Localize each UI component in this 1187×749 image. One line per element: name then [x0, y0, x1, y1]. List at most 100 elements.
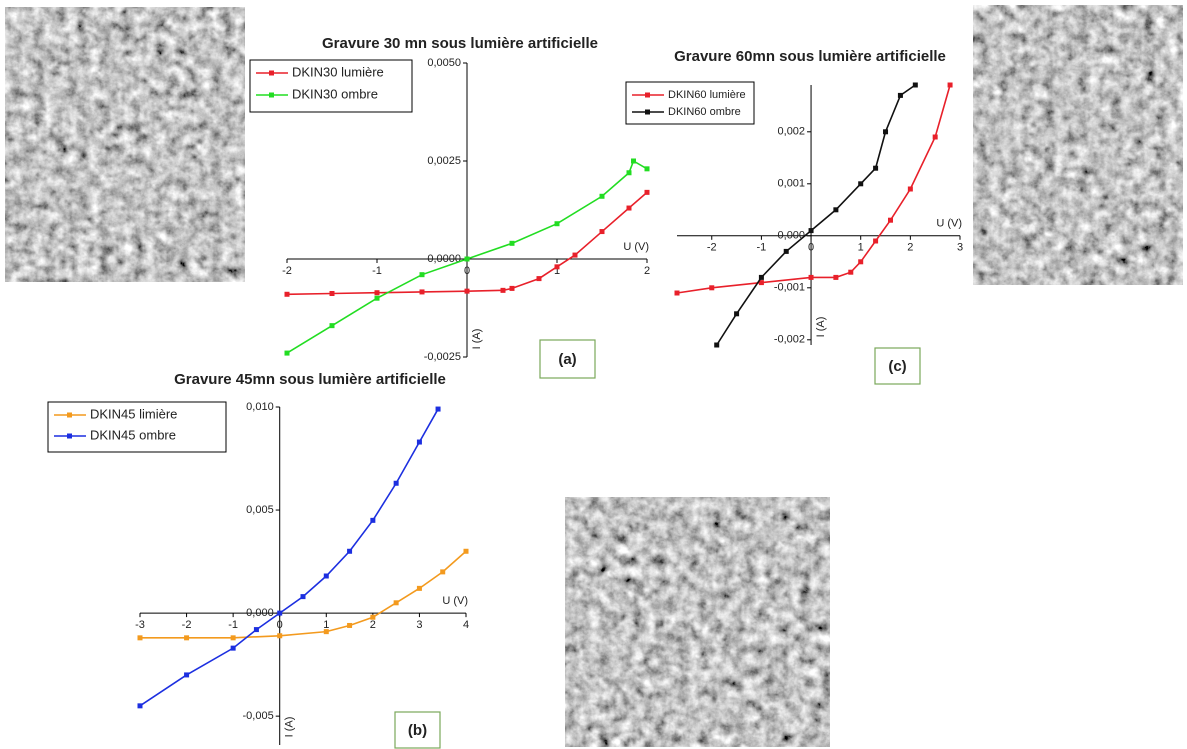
- y-tick-label: 0,0000: [427, 253, 461, 265]
- data-point: [912, 82, 918, 88]
- legend-box: [47, 401, 227, 453]
- data-point: [284, 291, 290, 297]
- data-point: [897, 92, 903, 98]
- data-point: [509, 285, 515, 291]
- x-axis-label: U (V): [442, 595, 468, 607]
- data-point: [347, 548, 353, 554]
- y-tick-label: 0,001: [778, 178, 806, 190]
- data-point: [374, 290, 380, 296]
- data-point: [277, 610, 283, 616]
- y-tick-label: 0,0050: [427, 57, 461, 69]
- y-tick-label: -0,0025: [424, 351, 461, 363]
- data-point: [858, 181, 864, 187]
- legend-label: DKIN60 ombre: [668, 106, 741, 118]
- data-point: [626, 205, 632, 211]
- legend-box: [625, 81, 755, 125]
- data-point: [848, 269, 854, 275]
- data-point: [323, 573, 329, 579]
- data-point: [808, 274, 814, 280]
- series-line: [139, 408, 439, 707]
- y-axis-label: I (A): [815, 317, 827, 338]
- y-tick-label: 0,005: [246, 504, 274, 516]
- x-tick-label: 0: [464, 265, 470, 277]
- data-point: [500, 287, 506, 293]
- data-point: [858, 259, 864, 265]
- data-point: [536, 276, 542, 282]
- x-axis-label: U (V): [623, 241, 649, 253]
- data-point: [464, 288, 470, 294]
- panel-box: [874, 347, 921, 385]
- data-point: [674, 290, 680, 296]
- data-point: [644, 189, 650, 195]
- data-point: [808, 228, 814, 234]
- data-point: [631, 158, 636, 164]
- y-tick-label: 0,010: [246, 401, 274, 413]
- data-point: [758, 280, 764, 286]
- x-tick-label: -2: [282, 265, 292, 277]
- sem-image: [973, 5, 1183, 285]
- data-point: [284, 350, 290, 356]
- data-point: [932, 134, 938, 140]
- x-tick-label: 4: [463, 619, 469, 631]
- legend-box: [249, 59, 413, 113]
- legend-marker: [67, 412, 72, 418]
- x-tick-label: 3: [416, 619, 422, 631]
- legend-label: DKIN30 lumière: [292, 64, 384, 79]
- legend-marker: [269, 70, 274, 76]
- panel-label: (b): [408, 722, 427, 739]
- data-point: [833, 274, 839, 280]
- data-point: [464, 256, 470, 262]
- data-point: [137, 703, 143, 709]
- y-tick-label: -0,005: [243, 710, 274, 722]
- data-point: [554, 221, 560, 227]
- data-point: [277, 633, 283, 639]
- data-point: [137, 635, 143, 641]
- data-point: [572, 252, 578, 258]
- x-tick-label: 1: [554, 265, 560, 277]
- data-point: [393, 480, 399, 486]
- data-point: [734, 311, 740, 317]
- data-point: [947, 82, 953, 88]
- data-point: [230, 635, 236, 641]
- legend-marker: [645, 92, 650, 98]
- legend-marker: [67, 433, 72, 439]
- data-point: [463, 548, 469, 554]
- data-point: [873, 165, 879, 171]
- x-tick-label: 2: [907, 242, 913, 254]
- data-point: [783, 248, 789, 254]
- y-tick-label: -0,002: [774, 334, 805, 346]
- x-tick-label: -1: [757, 242, 767, 254]
- sem-image: [565, 497, 830, 747]
- data-point: [714, 342, 720, 348]
- data-point: [323, 629, 329, 635]
- chart-title: Gravure 30 mn sous lumière artificielle: [322, 35, 598, 52]
- data-point: [554, 264, 560, 270]
- data-point: [253, 627, 259, 633]
- x-tick-label: 2: [644, 265, 650, 277]
- data-point: [644, 166, 650, 172]
- data-point: [907, 186, 913, 192]
- data-point: [709, 285, 715, 291]
- y-tick-label: 0,000: [778, 230, 806, 242]
- data-point: [393, 600, 399, 606]
- data-point: [370, 614, 376, 620]
- legend-marker: [269, 92, 274, 98]
- x-tick-label: -3: [135, 619, 145, 631]
- x-tick-label: -1: [228, 619, 238, 631]
- data-point: [887, 217, 893, 223]
- y-axis-label: I (A): [471, 329, 483, 350]
- data-point: [833, 207, 839, 213]
- data-point: [347, 622, 353, 628]
- data-point: [416, 585, 422, 591]
- panel-label: (c): [888, 358, 906, 375]
- legend-label: DKIN30 ombre: [292, 86, 378, 101]
- panel-label: (a): [558, 351, 576, 368]
- chart-title: Gravure 45mn sous lumière artificielle: [174, 371, 446, 388]
- data-point: [419, 272, 425, 278]
- panel-box: [539, 339, 596, 379]
- x-tick-label: 0: [808, 242, 814, 254]
- data-point: [758, 274, 764, 280]
- legend-label: DKIN45 limière: [90, 406, 177, 421]
- legend-label: DKIN60 lumière: [668, 89, 746, 101]
